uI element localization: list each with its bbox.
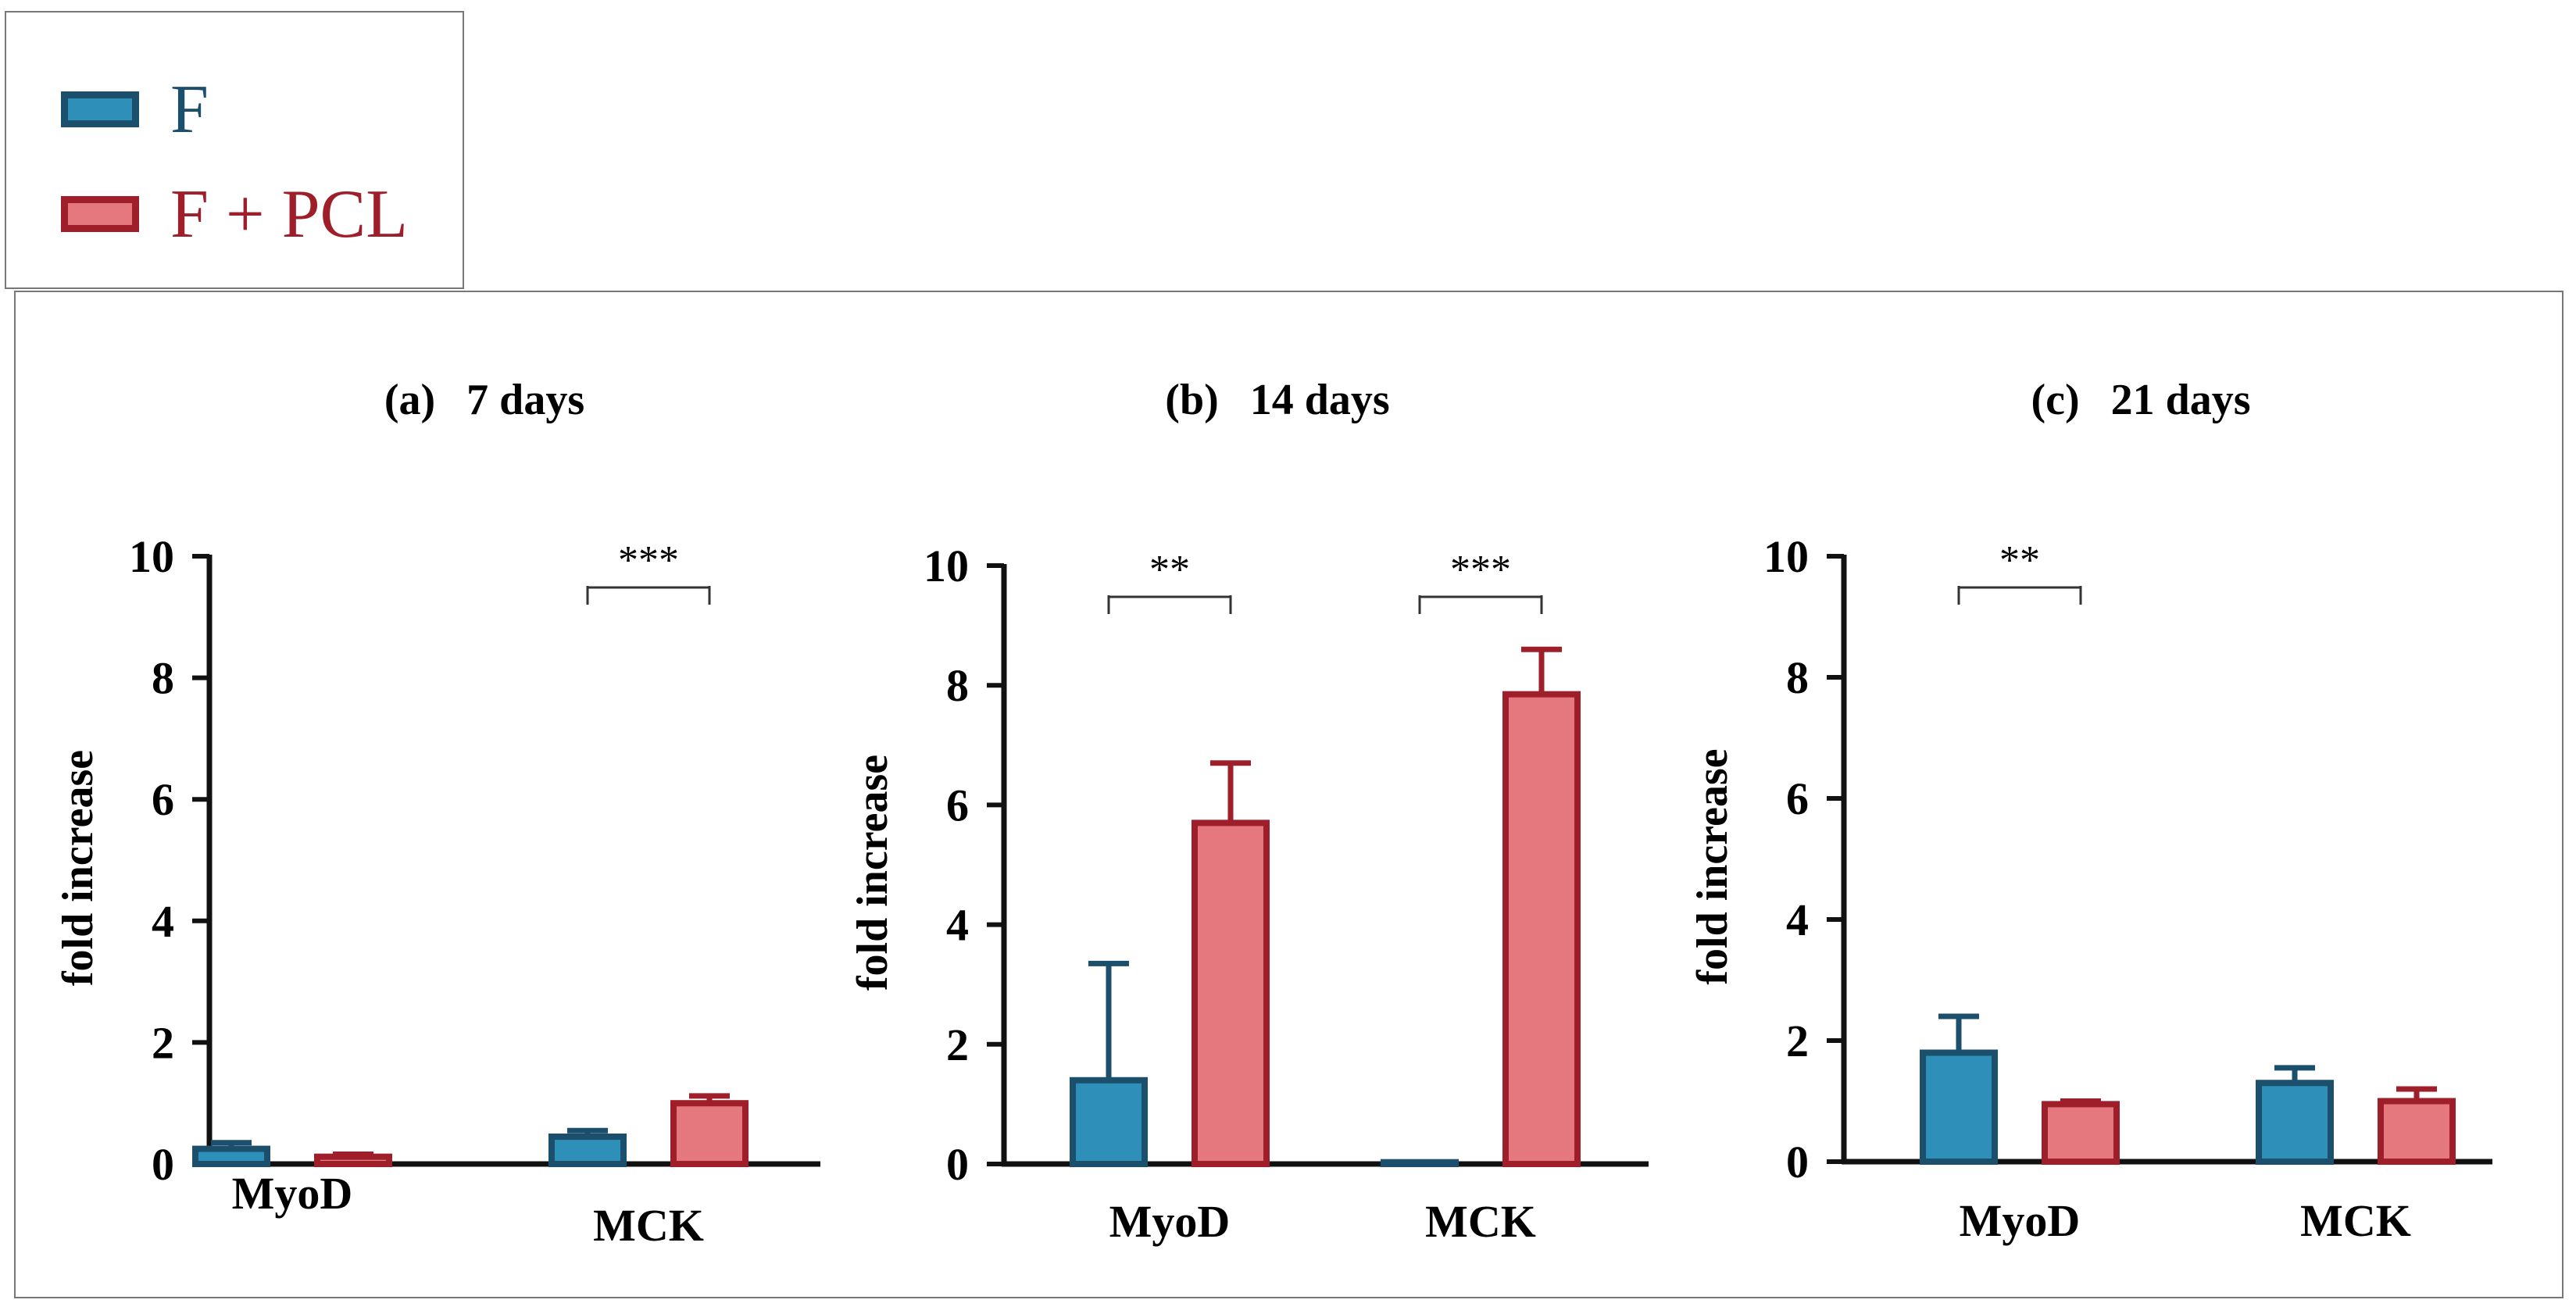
y-tick-label: 2	[152, 1017, 174, 1068]
y-tick-label: 2	[1786, 1016, 1809, 1066]
significance-label: ***	[618, 538, 679, 583]
y-tick-label: 10	[1763, 531, 1809, 582]
legend: F F + PCL	[5, 11, 464, 289]
significance-label: **	[1149, 548, 1190, 592]
bar	[670, 1100, 749, 1167]
x-tick-label: MCK	[1425, 1196, 1536, 1247]
bar	[1920, 1049, 1998, 1165]
chart-title: (c) 21 days	[2031, 376, 2250, 424]
y-tick-label: 10	[129, 531, 174, 582]
y-tick-label: 4	[152, 896, 174, 947]
x-tick-label: MyoD	[1109, 1196, 1231, 1247]
x-tick-label: MCK	[593, 1200, 704, 1251]
y-axis-label: fold increase	[54, 750, 102, 986]
y-tick-label: 8	[1786, 652, 1809, 703]
bar	[2042, 1101, 2120, 1165]
chart-panel-c: (c) 21 days 0 2 4 6 8 10 fold increase MyoD MCK **	[1688, 376, 2492, 1246]
chart-title: (a) 7 days	[384, 376, 584, 424]
y-tick-label: 0	[946, 1139, 969, 1190]
x-tick-label: MyoD	[232, 1168, 353, 1219]
y-tick-label: 6	[946, 780, 969, 830]
legend-item-f: F	[61, 72, 209, 148]
y-tick-label: 6	[1786, 773, 1809, 824]
bar	[2256, 1080, 2334, 1165]
y-tick-label: 10	[924, 541, 969, 591]
y-axis-label: fold increase	[849, 755, 897, 991]
figure-panel-frame	[14, 291, 2563, 1298]
bar	[1502, 691, 1581, 1167]
bar	[314, 1153, 392, 1167]
significance-label: **	[1999, 538, 2040, 583]
y-tick-label: 2	[946, 1019, 969, 1070]
legend-swatch-f	[61, 91, 139, 127]
y-tick-label: 0	[152, 1139, 174, 1190]
x-tick-label: MCK	[2300, 1195, 2411, 1246]
significance-label: ***	[1450, 548, 1511, 592]
y-tick-label: 6	[152, 774, 174, 825]
y-tick-label: 0	[1786, 1137, 1809, 1187]
y-tick-label: 8	[152, 653, 174, 704]
legend-swatch-f-pcl	[61, 196, 139, 232]
bar	[1070, 1077, 1148, 1168]
bar	[1381, 1159, 1459, 1168]
chart-panel-a: (a) 7 days 0 2 4 6 8 10 fold increase MyoD MCK ***	[54, 376, 820, 1251]
bar	[192, 1145, 270, 1168]
legend-item-f-pcl: F + PCL	[61, 177, 408, 252]
bar	[1192, 819, 1270, 1167]
chart-title: (b) 14 days	[1165, 376, 1389, 424]
x-tick-label: MyoD	[1960, 1195, 2081, 1246]
y-tick-label: 4	[1786, 894, 1809, 945]
bar	[2378, 1098, 2456, 1165]
bar	[548, 1133, 627, 1167]
y-tick-label: 4	[946, 900, 969, 951]
y-tick-label: 8	[946, 660, 969, 711]
legend-label-f: F	[170, 71, 209, 148]
y-axis-label: fold increase	[1688, 748, 1737, 984]
legend-label-f-pcl: F + PCL	[170, 176, 408, 252]
